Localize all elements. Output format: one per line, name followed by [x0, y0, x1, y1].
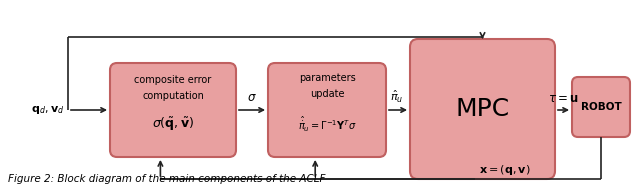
Text: $\sigma$: $\sigma$	[247, 91, 257, 104]
FancyBboxPatch shape	[110, 63, 236, 157]
Text: Figure 2: Block diagram of the main components of the ACLF: Figure 2: Block diagram of the main comp…	[8, 174, 326, 184]
FancyBboxPatch shape	[268, 63, 386, 157]
Text: parameters: parameters	[299, 73, 355, 83]
FancyBboxPatch shape	[572, 77, 630, 137]
Text: $\hat{\pi}_u$: $\hat{\pi}_u$	[390, 89, 403, 105]
Text: $\hat{\dot{\pi}}_u = \Gamma^{-1}\mathbf{Y}^T\sigma$: $\hat{\dot{\pi}}_u = \Gamma^{-1}\mathbf{…	[298, 115, 356, 134]
Text: update: update	[310, 89, 344, 99]
Text: $\tau = \mathbf{u}$: $\tau = \mathbf{u}$	[548, 92, 579, 105]
Text: $\sigma(\tilde{\mathbf{q}}, \tilde{\mathbf{v}})$: $\sigma(\tilde{\mathbf{q}}, \tilde{\math…	[152, 115, 194, 133]
Text: composite error: composite error	[134, 75, 212, 85]
Text: MPC: MPC	[456, 97, 509, 121]
Text: computation: computation	[142, 91, 204, 101]
Text: ROBOT: ROBOT	[580, 102, 621, 112]
Text: $\mathbf{x} = (\mathbf{q}, \mathbf{v})$: $\mathbf{x} = (\mathbf{q}, \mathbf{v})$	[479, 163, 531, 177]
FancyBboxPatch shape	[410, 39, 555, 179]
Text: $\mathbf{q}_d, \mathbf{v}_d$: $\mathbf{q}_d, \mathbf{v}_d$	[31, 104, 64, 116]
